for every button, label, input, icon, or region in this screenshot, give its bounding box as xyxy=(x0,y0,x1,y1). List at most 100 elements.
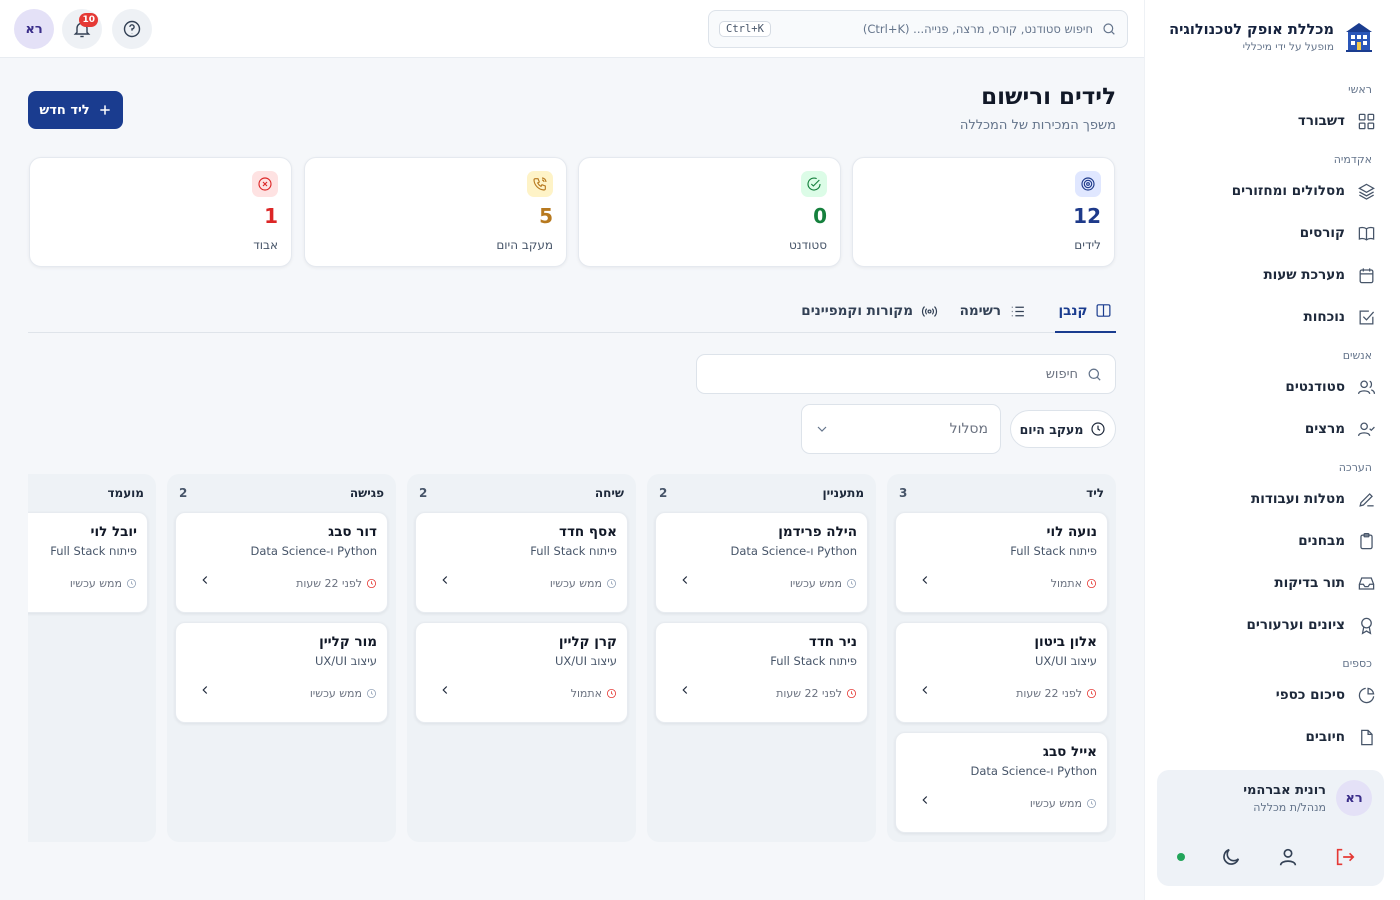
lead-card[interactable]: נועה לוי פיתוח Full Stack אתמול xyxy=(895,512,1108,613)
stat-icon-bg xyxy=(527,171,553,197)
sidebar-item-review-queue[interactable]: תור בדיקות xyxy=(1145,562,1400,604)
sidebar-item-label: נוכחות xyxy=(1303,309,1345,325)
column-count: 2 xyxy=(179,486,188,500)
stat-card-students[interactable]: 0 סטודנט xyxy=(578,157,841,267)
lead-time: אתמול xyxy=(571,687,617,700)
lead-name: ניר חדד xyxy=(808,634,857,650)
lead-time: לפני 22 שעות xyxy=(776,687,857,700)
sidebar-item-label: מבחנים xyxy=(1298,533,1345,549)
stat-label: לידים xyxy=(1074,238,1101,252)
lead-card[interactable]: מור קליין עיצוב UX/UI ממש עכשיו xyxy=(175,622,388,723)
sidebar-item-schedule[interactable]: מערכת שעות xyxy=(1145,254,1400,296)
sidebar-item-exams[interactable]: מבחנים xyxy=(1145,520,1400,562)
sidebar-item-tracks[interactable]: מסלולים ומחזורים xyxy=(1145,170,1400,212)
advance-stage-button[interactable] xyxy=(436,573,452,589)
chevron-left-icon xyxy=(442,576,448,584)
logout-button[interactable] xyxy=(1334,846,1356,868)
advance-stage-button[interactable] xyxy=(196,683,212,699)
kanban-column: מועמד יובל לוי פיתוח Full Stack ממש עכשיו xyxy=(28,474,156,842)
lead-name: נועה לוי xyxy=(1046,524,1098,540)
sidebar-item-label: מרצים xyxy=(1304,421,1345,437)
lead-time: ממש עכשיו xyxy=(70,577,137,590)
kanban-column: שיחה 2 אסף חדד פיתוח Full Stack ממש עכשיו קרן… xyxy=(407,474,636,842)
tab-kanban[interactable]: קנבן xyxy=(1055,290,1116,333)
lead-track: עיצוב UX/UI xyxy=(1034,654,1097,668)
stat-icon-bg xyxy=(801,171,827,197)
advance-stage-button[interactable] xyxy=(916,683,932,699)
lead-name: מור קליין xyxy=(319,634,377,650)
leads-search[interactable] xyxy=(696,354,1116,394)
chevron-left-icon xyxy=(922,796,928,804)
advance-stage-button[interactable] xyxy=(916,573,932,589)
chevron-left-icon xyxy=(682,686,688,694)
sidebar-item-grades[interactable]: ציונים וערעורים xyxy=(1145,604,1400,646)
sidebar-item-dashboard[interactable]: דשבורד xyxy=(1145,100,1400,142)
stat-card-leads[interactable]: 12 לידים xyxy=(852,157,1115,267)
sidebar-item-students[interactable]: סטודנטים xyxy=(1145,366,1400,408)
stat-value: 5 xyxy=(539,204,553,228)
track-select[interactable]: מסלול xyxy=(801,404,1001,454)
advance-stage-button[interactable] xyxy=(436,683,452,699)
sidebar-item-assignments[interactable]: מטלות ועבודות xyxy=(1145,478,1400,520)
sidebar-item-label: סטודנטים xyxy=(1285,379,1345,395)
page-title: לידים ורישום xyxy=(981,84,1116,110)
moon-icon xyxy=(1223,848,1240,865)
list-icon xyxy=(1011,306,1024,316)
sidebar-item-lecturers[interactable]: מרצים xyxy=(1145,408,1400,450)
lead-track: פיתוח Full Stack xyxy=(50,544,137,558)
notifications-button[interactable]: 10 xyxy=(62,9,102,49)
lead-card[interactable]: ניר חדד פיתוח Full Stack לפני 22 שעות xyxy=(655,622,868,723)
profile-button[interactable] xyxy=(1277,846,1299,868)
sidebar-item-finance-summary[interactable]: סיכום כספי xyxy=(1145,674,1400,716)
sidebar-item-charges[interactable]: חיובים xyxy=(1145,716,1400,758)
lead-time-text: לפני 22 שעות xyxy=(776,687,842,700)
inbox-icon xyxy=(1358,576,1375,590)
lead-card[interactable]: קרן קליין עיצוב UX/UI אתמול xyxy=(415,622,628,723)
sidebar-item-courses[interactable]: קורסים xyxy=(1145,212,1400,254)
lead-card[interactable]: יובל לוי פיתוח Full Stack ממש עכשיו xyxy=(28,512,148,613)
column-count: 3 xyxy=(899,486,908,500)
lead-track: עיצוב UX/UI xyxy=(554,654,617,668)
clock-icon xyxy=(606,688,617,699)
lead-card[interactable]: אסף חדד פיתוח Full Stack ממש עכשיו xyxy=(415,512,628,613)
clipboard-icon xyxy=(1360,532,1373,549)
lead-name: אייל סבג xyxy=(1042,744,1097,760)
advance-stage-button[interactable] xyxy=(196,573,212,589)
theme-toggle[interactable] xyxy=(1220,846,1242,868)
advance-stage-button[interactable] xyxy=(676,683,692,699)
sidebar-item-attendance[interactable]: נוכחות xyxy=(1145,296,1400,338)
lead-card[interactable]: דור סבג Python ו-Data Science לפני 22 שעות xyxy=(175,512,388,613)
global-search[interactable]: Ctrl+K xyxy=(708,10,1128,48)
tab-list[interactable]: רשימה xyxy=(960,290,1026,332)
followup-today-filter[interactable]: מעקב היום xyxy=(1010,410,1116,448)
lead-track: פיתוח Full Stack xyxy=(1010,544,1097,558)
leads-search-input[interactable] xyxy=(709,366,1078,382)
column-title: ליד xyxy=(1086,486,1104,500)
global-search-input[interactable] xyxy=(778,22,1093,36)
kanban-column: פגישה 2 דור סבג Python ו-Data Science לפני 2… xyxy=(167,474,396,842)
layers-icon xyxy=(1358,183,1375,200)
online-status-dot xyxy=(1177,853,1185,861)
lead-card[interactable]: הילה פרידמן Python ו-Data Science ממש עכשי… xyxy=(655,512,868,613)
avatar[interactable]: רא xyxy=(1336,780,1372,816)
lead-time-text: לפני 22 שעות xyxy=(296,577,362,590)
advance-stage-button[interactable] xyxy=(676,573,692,589)
kanban-column: ליד 3 נועה לוי פיתוח Full Stack אתמול אלון בי… xyxy=(887,474,1116,842)
brand[interactable]: מכללת אופק לטכנולוגיה מופעל על ידי מיכלל… xyxy=(1169,20,1374,54)
stat-card-followup-today[interactable]: 5 מעקב היום xyxy=(304,157,567,267)
sidebar-nav: ראשי דשבורד אקדמיה מסלולים ומחזורים קורס… xyxy=(1145,72,1400,766)
tab-sources[interactable]: מקורות וקמפיינים xyxy=(801,290,938,332)
help-button[interactable] xyxy=(112,9,152,49)
user-card: רא רונית אברהמי מנהל/ת מכללה xyxy=(1157,770,1384,886)
top-avatar[interactable]: רא xyxy=(14,9,54,49)
lead-card[interactable]: אלון ביטון עיצוב UX/UI לפני 22 שעות xyxy=(895,622,1108,723)
advance-stage-button[interactable] xyxy=(916,793,932,809)
stat-card-lost[interactable]: 1 אבוד xyxy=(29,157,292,267)
new-lead-button[interactable]: ליד חדש xyxy=(28,91,123,129)
building-logo-icon xyxy=(1344,20,1374,54)
lead-name: אלון ביטון xyxy=(1034,634,1097,650)
check-circle-icon xyxy=(807,177,821,191)
lead-track: Python ו-Data Science xyxy=(970,764,1097,778)
lead-card[interactable]: אייל סבג Python ו-Data Science ממש עכשיו xyxy=(895,732,1108,833)
lead-time: ממש עכשיו xyxy=(1030,797,1097,810)
